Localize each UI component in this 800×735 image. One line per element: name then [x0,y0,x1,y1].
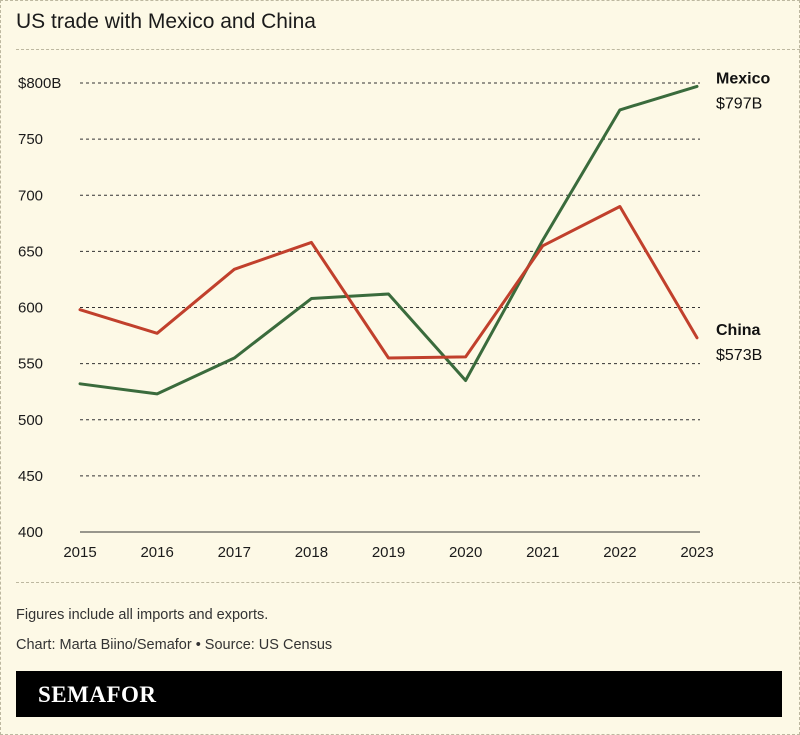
chart-title: US trade with Mexico and China [16,10,316,33]
y-tick-label: 600 [18,300,43,317]
series-value-label: $797B [716,95,762,112]
brand-bar: SEMAFOR [16,671,782,717]
x-tick-label: 2017 [218,544,251,561]
series-line-mexico [78,84,699,396]
x-axis-ticks: 2015 2016 2017 2018 2019 2020 2021 2022 2023 [63,544,713,561]
y-axis-ticks: 400 450 500 550 600 650 700 750 $800B [18,75,61,541]
y-tick-label: 500 [18,412,43,429]
series-lines [78,84,699,396]
x-tick-label: 2021 [526,544,559,561]
y-tick-label: 450 [18,468,43,485]
x-tick-label: 2022 [603,544,636,561]
chart-divider [16,582,800,583]
series-name-label: Mexico [716,70,770,87]
title-divider [16,49,800,50]
y-tick-label: 750 [18,131,43,148]
series-line-china [78,205,699,360]
x-tick-label: 2016 [140,544,173,561]
semafor-logo: SEMAFOR [38,682,157,707]
y-tick-label: 400 [18,524,43,541]
y-tick-label: 550 [18,356,43,373]
y-tick-label: 650 [18,243,43,260]
series-value-label: $573B [716,347,762,364]
x-tick-label: 2023 [680,544,713,561]
y-tick-label: 700 [18,187,43,204]
x-tick-label: 2018 [295,544,328,561]
source-credit: Chart: Marta Biino/Semafor • Source: US … [16,637,333,653]
x-tick-label: 2019 [372,544,405,561]
grid-lines [80,82,700,533]
series-labels: Mexico $797B China $573B [716,70,770,363]
footnote: Figures include all imports and exports. [16,607,269,623]
x-tick-label: 2015 [63,544,96,561]
x-tick-label: 2020 [449,544,482,561]
y-tick-label: $800B [18,75,61,92]
series-name-label: China [716,322,761,339]
